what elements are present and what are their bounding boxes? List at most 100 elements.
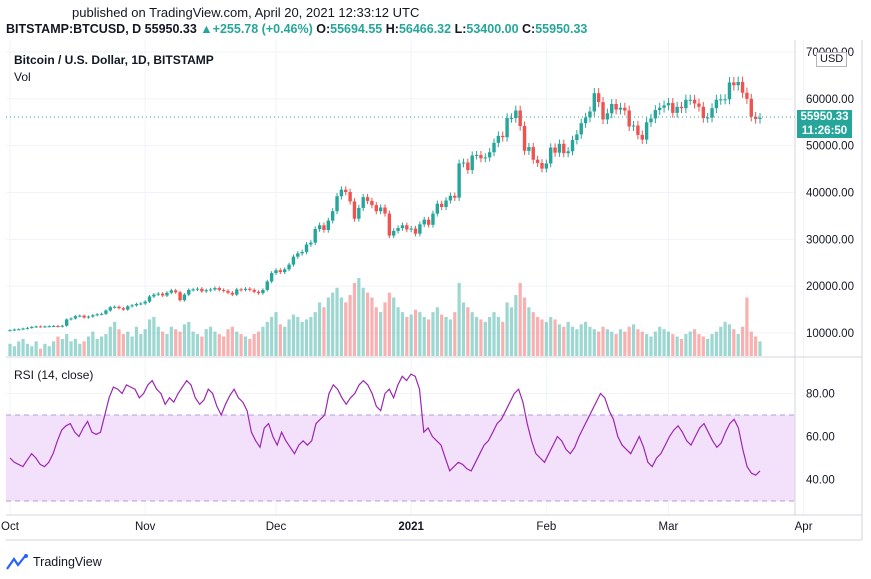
- volume-bar: [553, 319, 557, 356]
- candle-body: [413, 228, 418, 234]
- candle-body: [448, 195, 453, 201]
- volume-bar: [60, 338, 64, 356]
- volume-bar: [645, 334, 649, 356]
- candle-body: [531, 147, 535, 160]
- volume-bar: [714, 331, 718, 356]
- volume-bar: [17, 341, 21, 356]
- candle-body: [732, 82, 736, 86]
- volume-bar: [666, 331, 671, 356]
- candle-body: [21, 328, 25, 330]
- candle-body: [662, 105, 666, 108]
- volume-bar: [466, 307, 470, 356]
- candle-body: [649, 118, 653, 123]
- candle-body: [230, 292, 235, 295]
- volume-bar: [483, 321, 487, 356]
- candle-body: [265, 281, 269, 290]
- volume-bar: [291, 314, 296, 356]
- candle-body: [631, 125, 636, 127]
- candle-body: [679, 106, 684, 109]
- volume-bar: [161, 331, 165, 356]
- volume-bar: [431, 312, 435, 356]
- candle-body: [313, 229, 317, 243]
- candle-body: [671, 103, 675, 113]
- volume-bar: [43, 343, 47, 356]
- candle-body: [483, 157, 487, 159]
- candle-body: [147, 296, 152, 302]
- ohlc-bar: BITSTAMP:BTCUSD, D 55950.33 ▲+255.78 (+0…: [6, 22, 587, 36]
- rsi-tick-label: 80.00: [806, 389, 835, 401]
- volume-bar: [274, 312, 278, 356]
- volume-bar: [592, 329, 596, 356]
- volume-bar: [684, 334, 688, 356]
- published-caption: published on TradingView.com, April 20, …: [72, 5, 420, 20]
- volume-bar: [317, 302, 322, 356]
- rsi-tick-label: 60.00: [806, 432, 835, 444]
- candle-body: [640, 134, 644, 140]
- volume-bar: [736, 334, 740, 356]
- tradingview-footer[interactable]: TradingView: [6, 552, 102, 572]
- volume-bar: [143, 329, 147, 356]
- candle-body: [623, 107, 627, 111]
- candle-body: [217, 288, 222, 290]
- volume-bar: [230, 326, 234, 356]
- candle-body: [38, 326, 43, 328]
- price-tick-label: 30000.00: [806, 234, 854, 246]
- candle-body: [261, 289, 265, 294]
- candle-body: [348, 192, 352, 202]
- candle-body: [688, 99, 692, 101]
- volume-bar: [614, 334, 618, 356]
- volume-bar: [658, 326, 662, 356]
- volume-bar: [147, 319, 152, 356]
- currency-button[interactable]: USD: [816, 52, 848, 67]
- volume-bar: [745, 297, 749, 356]
- candle-body: [152, 294, 156, 297]
- candle-body: [370, 200, 374, 206]
- volume-bar: [583, 321, 588, 356]
- volume-bar: [8, 343, 12, 356]
- candle-body: [470, 155, 474, 171]
- volume-bar: [217, 334, 221, 356]
- volume-bar: [435, 307, 439, 356]
- volume-bar: [618, 329, 623, 356]
- candle-body: [95, 314, 99, 316]
- candle-body: [522, 125, 527, 151]
- volume-bar: [457, 282, 461, 356]
- candle-body: [239, 289, 243, 291]
- candle-body: [86, 316, 91, 318]
- candle-body: [727, 82, 732, 100]
- volume-bar: [514, 295, 518, 356]
- candle-body: [235, 289, 239, 295]
- candle-body: [139, 303, 143, 305]
- candle-body: [740, 81, 745, 93]
- volume-bar: [108, 326, 112, 356]
- candle-body: [108, 307, 112, 311]
- candle-body: [278, 270, 283, 273]
- candle-body: [82, 315, 86, 318]
- volume-bar: [723, 321, 727, 356]
- candle-body: [344, 189, 348, 193]
- volume-bar: [758, 341, 762, 356]
- volume-bar: [283, 326, 287, 356]
- candle-body: [173, 290, 178, 293]
- candle-body: [339, 189, 344, 197]
- time-tick-label: Feb: [536, 521, 556, 533]
- volume-bar: [418, 312, 422, 356]
- candle-body: [418, 224, 422, 234]
- candle-body: [610, 103, 614, 114]
- time-tick-label: Dec: [266, 521, 287, 533]
- tradingview-logo-icon: [6, 554, 28, 570]
- volume-bar: [252, 334, 256, 356]
- volume-bar: [187, 321, 191, 356]
- candle-body: [666, 103, 671, 106]
- candle-body: [579, 123, 583, 135]
- volume-bar: [34, 341, 38, 356]
- candle-body: [300, 251, 304, 254]
- candle-body: [374, 205, 378, 212]
- candle-body: [156, 293, 160, 295]
- volume-bar: [165, 334, 169, 356]
- volume-bar: [370, 297, 374, 356]
- candle-body: [723, 99, 727, 101]
- candle-body: [322, 225, 326, 230]
- volume-bar: [540, 319, 544, 356]
